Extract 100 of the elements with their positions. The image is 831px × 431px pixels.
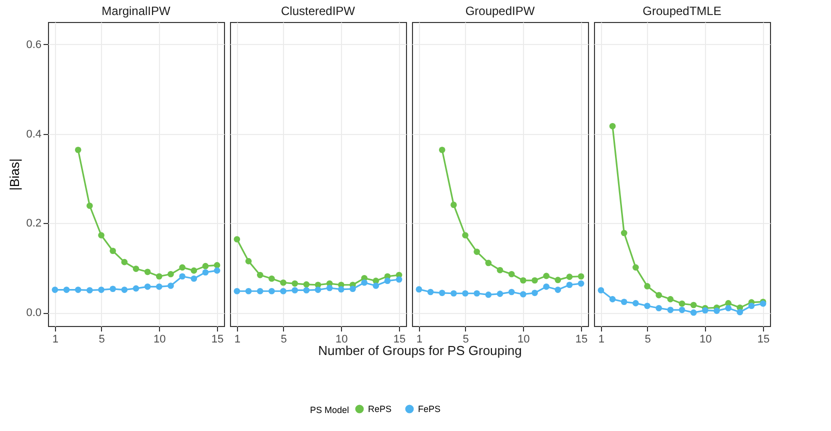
y-tick-label: 0.0 (26, 307, 42, 320)
point (144, 268, 151, 276)
x-tick-label: 15 (757, 334, 770, 346)
point (690, 302, 697, 308)
point (508, 288, 515, 296)
point (474, 248, 480, 255)
point (609, 296, 616, 302)
point (532, 290, 538, 296)
point (384, 278, 391, 284)
point (156, 284, 162, 290)
x-tick-label: 5 (644, 334, 651, 346)
point (190, 267, 198, 274)
point (474, 290, 480, 297)
x-tick-label: 1 (52, 334, 59, 346)
point (202, 262, 209, 270)
point (416, 286, 422, 292)
x-tick-label: 5 (280, 334, 287, 346)
point (268, 275, 275, 282)
x-tick-label: 10 (154, 334, 166, 346)
point (508, 270, 515, 278)
point (438, 146, 446, 154)
x-tick-label: 1 (416, 334, 423, 346)
point (566, 274, 573, 280)
point (179, 273, 186, 280)
point (292, 287, 298, 294)
point (63, 286, 70, 293)
point (303, 281, 310, 288)
x-tick-label: 1 (234, 334, 241, 346)
point (74, 286, 82, 293)
point (372, 282, 380, 289)
point (520, 291, 526, 298)
point (268, 288, 275, 294)
y-tick-label: 0.2 (26, 218, 42, 230)
x-tick-label: 1 (598, 334, 605, 346)
point (554, 276, 562, 284)
point (520, 277, 526, 284)
point (462, 290, 468, 297)
point (168, 270, 174, 278)
point (314, 286, 322, 293)
point (338, 286, 344, 292)
point (578, 280, 584, 287)
point (656, 292, 662, 298)
point (86, 287, 93, 294)
point (566, 282, 573, 288)
point (644, 302, 650, 310)
legend-label: FePS (418, 404, 441, 414)
point (52, 286, 58, 293)
point (620, 298, 628, 306)
chart-title: ClusteredIPW (280, 4, 356, 18)
x-tick-label: 15 (393, 334, 406, 346)
point (292, 280, 298, 287)
point (450, 202, 457, 208)
point (86, 202, 93, 209)
point (496, 290, 504, 297)
point (609, 123, 616, 130)
x-tick-label: 10 (518, 334, 530, 346)
point (578, 273, 584, 280)
point (361, 279, 368, 286)
y-tick-label: 0.4 (26, 128, 42, 140)
point (748, 302, 755, 310)
point (543, 284, 550, 290)
point (256, 272, 264, 278)
point (110, 286, 116, 292)
point (256, 288, 264, 294)
point (485, 260, 492, 266)
point (280, 279, 286, 286)
point (214, 267, 220, 274)
chart-title: MarginalIPW (102, 4, 172, 18)
point (234, 288, 240, 294)
point (702, 307, 708, 314)
chart-title: GroupedTMLE (642, 4, 722, 18)
point (74, 146, 82, 154)
point (678, 306, 686, 314)
point (98, 286, 104, 293)
point (245, 258, 252, 264)
point (632, 264, 639, 271)
point (632, 300, 639, 306)
point (450, 290, 457, 297)
point (190, 275, 198, 282)
point (121, 258, 128, 266)
point (678, 300, 686, 307)
point (326, 284, 333, 292)
point (245, 288, 252, 294)
point (667, 296, 674, 302)
point (725, 304, 732, 312)
point (438, 290, 446, 296)
x-tick-label: 5 (98, 334, 105, 346)
point (656, 304, 662, 312)
point (98, 232, 104, 238)
point (714, 308, 720, 314)
point (690, 309, 697, 316)
x-tick-label: 5 (462, 334, 469, 346)
point (644, 283, 650, 290)
x-axis-title: Number of Groups for PS Grouping (318, 343, 522, 358)
y-tick-label: 0.6 (26, 38, 42, 51)
chart-title: GroupedIPW (465, 4, 536, 18)
point (303, 287, 310, 294)
point (110, 248, 116, 254)
x-tick-label: 10 (336, 334, 348, 346)
point (532, 277, 538, 284)
